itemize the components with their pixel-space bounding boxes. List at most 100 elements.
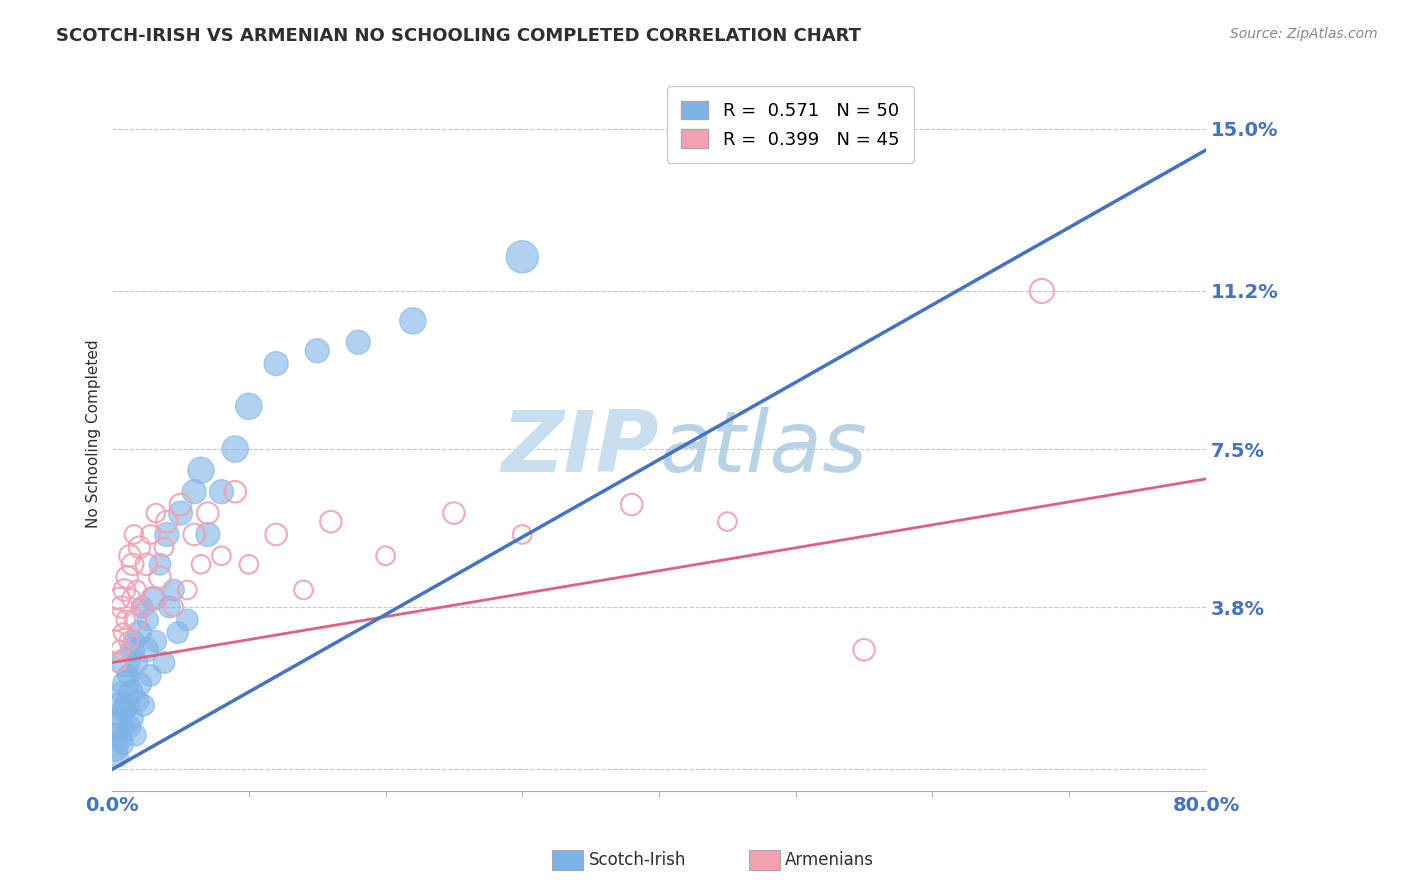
Point bbox=[510, 250, 533, 264]
Point bbox=[112, 582, 135, 597]
Point bbox=[183, 527, 205, 541]
Point bbox=[125, 656, 148, 670]
Point bbox=[190, 558, 212, 572]
Point bbox=[238, 558, 260, 572]
Point bbox=[132, 698, 155, 713]
Point bbox=[108, 591, 131, 606]
Text: ZIP: ZIP bbox=[502, 407, 659, 490]
Point bbox=[135, 642, 157, 657]
Point bbox=[111, 685, 134, 699]
Point bbox=[347, 335, 370, 350]
Point bbox=[716, 515, 738, 529]
Point bbox=[176, 582, 198, 597]
Point bbox=[620, 498, 643, 512]
Point bbox=[156, 527, 179, 541]
Point bbox=[121, 711, 143, 725]
Point bbox=[169, 506, 191, 520]
Point bbox=[108, 720, 131, 734]
Point bbox=[118, 549, 141, 563]
Point bbox=[142, 591, 165, 606]
Text: Armenians: Armenians bbox=[785, 851, 875, 869]
Point bbox=[153, 541, 176, 555]
Point bbox=[142, 591, 165, 606]
Text: Source: ZipAtlas.com: Source: ZipAtlas.com bbox=[1230, 27, 1378, 41]
Point bbox=[110, 642, 132, 657]
Point bbox=[402, 314, 425, 328]
Point bbox=[264, 357, 287, 371]
Point bbox=[105, 613, 128, 627]
Point bbox=[145, 634, 167, 648]
Point bbox=[135, 558, 157, 572]
Point bbox=[169, 498, 191, 512]
Point bbox=[292, 582, 315, 597]
Point bbox=[224, 442, 246, 456]
Point bbox=[114, 677, 136, 691]
Point bbox=[162, 600, 184, 615]
Point bbox=[166, 625, 188, 640]
Point bbox=[136, 613, 159, 627]
Point bbox=[112, 625, 135, 640]
Point bbox=[112, 702, 135, 716]
Y-axis label: No Schooling Completed: No Schooling Completed bbox=[86, 340, 101, 528]
Point bbox=[159, 600, 181, 615]
Point bbox=[211, 484, 233, 499]
Point bbox=[104, 634, 127, 648]
Point bbox=[117, 668, 139, 682]
Point bbox=[115, 698, 138, 713]
Point bbox=[443, 506, 465, 520]
Point bbox=[115, 570, 138, 584]
Point bbox=[122, 527, 145, 541]
Point bbox=[139, 668, 162, 682]
Point bbox=[197, 506, 219, 520]
Point bbox=[162, 582, 184, 597]
Point bbox=[120, 591, 142, 606]
Point bbox=[131, 600, 153, 615]
Point bbox=[149, 570, 172, 584]
Point bbox=[853, 642, 876, 657]
Point bbox=[211, 549, 233, 563]
Point bbox=[118, 720, 141, 734]
Point bbox=[190, 463, 212, 477]
Point bbox=[374, 549, 396, 563]
Point bbox=[117, 634, 139, 648]
Point bbox=[124, 613, 146, 627]
Point bbox=[114, 613, 136, 627]
Point bbox=[120, 685, 142, 699]
Point bbox=[149, 558, 172, 572]
Point bbox=[510, 527, 533, 541]
Point bbox=[153, 656, 176, 670]
Point bbox=[197, 527, 219, 541]
Point bbox=[1031, 284, 1053, 298]
Point bbox=[129, 677, 152, 691]
Point bbox=[121, 642, 143, 657]
Point bbox=[127, 694, 149, 708]
Point bbox=[114, 656, 136, 670]
Point bbox=[107, 656, 129, 670]
Point bbox=[122, 634, 145, 648]
Point bbox=[105, 728, 128, 742]
Point bbox=[176, 613, 198, 627]
Point bbox=[108, 698, 131, 713]
Point bbox=[124, 728, 146, 742]
Point bbox=[104, 741, 127, 756]
Point bbox=[156, 515, 179, 529]
Point bbox=[111, 711, 134, 725]
Point bbox=[131, 600, 153, 615]
Point bbox=[238, 400, 260, 414]
Point bbox=[139, 527, 162, 541]
Point bbox=[319, 515, 342, 529]
Point bbox=[107, 749, 129, 764]
Point bbox=[264, 527, 287, 541]
Point bbox=[224, 484, 246, 499]
Text: atlas: atlas bbox=[659, 407, 868, 490]
Legend: R =  0.571   N = 50, R =  0.399   N = 45: R = 0.571 N = 50, R = 0.399 N = 45 bbox=[666, 87, 914, 163]
Point bbox=[121, 558, 143, 572]
Point bbox=[145, 506, 167, 520]
Point bbox=[183, 484, 205, 499]
Point bbox=[128, 541, 150, 555]
Point bbox=[307, 343, 329, 358]
Point bbox=[125, 582, 148, 597]
Text: SCOTCH-IRISH VS ARMENIAN NO SCHOOLING COMPLETED CORRELATION CHART: SCOTCH-IRISH VS ARMENIAN NO SCHOOLING CO… bbox=[56, 27, 862, 45]
Point bbox=[128, 625, 150, 640]
Point bbox=[111, 600, 134, 615]
